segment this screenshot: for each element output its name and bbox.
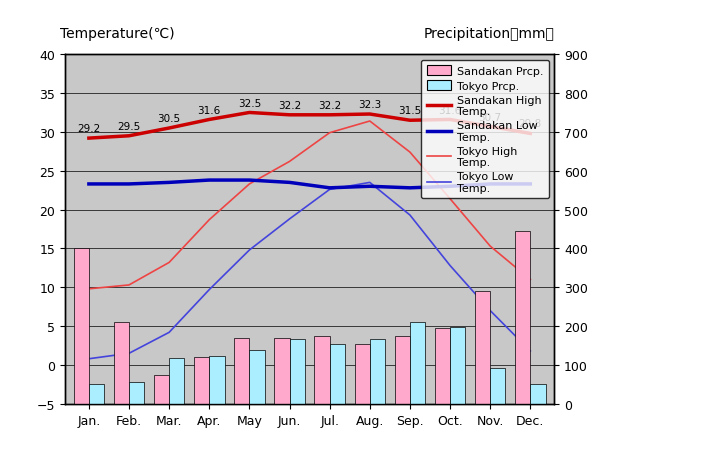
Bar: [370, 339, 385, 404]
Text: 31.6: 31.6: [198, 105, 221, 115]
Bar: [274, 338, 289, 404]
Text: 32.2: 32.2: [278, 101, 301, 111]
Bar: [89, 384, 104, 404]
Text: 29.8: 29.8: [518, 119, 542, 129]
Text: 29.2: 29.2: [77, 124, 101, 134]
Text: 32.5: 32.5: [238, 98, 261, 108]
Bar: [249, 350, 265, 404]
Bar: [531, 384, 546, 404]
Legend: Sandakan Prcp., Tokyo Prcp., Sandakan High
Temp., Sandakan Low
Temp., Tokyo High: Sandakan Prcp., Tokyo Prcp., Sandakan Hi…: [421, 61, 549, 199]
Bar: [129, 382, 144, 404]
Bar: [435, 328, 450, 404]
Bar: [450, 328, 465, 404]
Bar: [194, 358, 210, 404]
Text: 31.5: 31.5: [398, 106, 421, 116]
Text: 32.2: 32.2: [318, 101, 341, 111]
Text: 30.5: 30.5: [158, 114, 181, 124]
Text: 31.6: 31.6: [438, 105, 462, 115]
Bar: [289, 339, 305, 404]
Text: Temperature(℃): Temperature(℃): [60, 27, 174, 41]
Bar: [315, 336, 330, 404]
Bar: [234, 338, 249, 404]
Bar: [73, 249, 89, 404]
Text: 32.3: 32.3: [358, 100, 382, 110]
Bar: [154, 375, 169, 404]
Bar: [515, 231, 531, 404]
Bar: [114, 323, 129, 404]
Bar: [490, 368, 505, 404]
Bar: [410, 323, 426, 404]
Text: Precipitation（mm）: Precipitation（mm）: [423, 27, 554, 41]
Bar: [330, 344, 345, 404]
Bar: [475, 291, 490, 404]
Bar: [395, 336, 410, 404]
Bar: [169, 358, 184, 404]
Bar: [354, 344, 370, 404]
Text: 29.5: 29.5: [117, 122, 140, 132]
Bar: [210, 356, 225, 404]
Text: 30.7: 30.7: [479, 112, 502, 122]
